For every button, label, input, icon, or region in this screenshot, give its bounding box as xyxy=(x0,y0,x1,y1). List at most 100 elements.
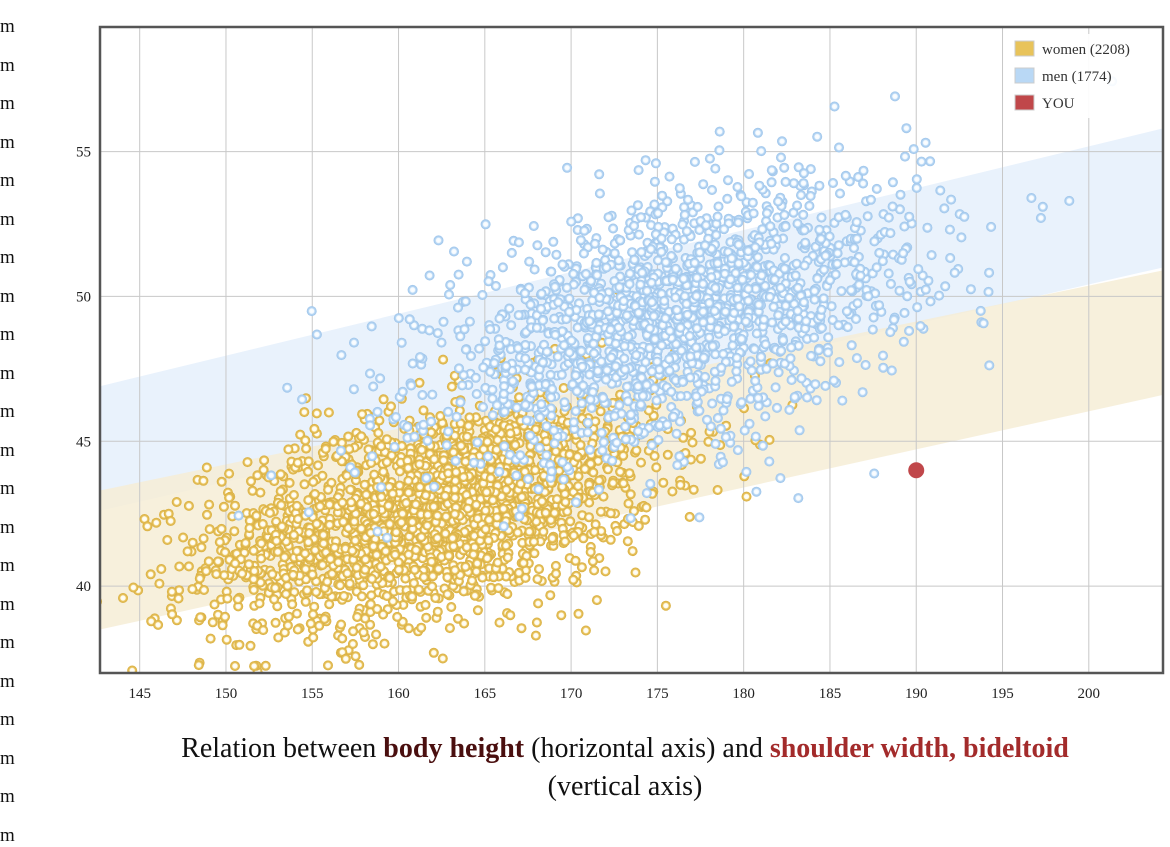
point-women xyxy=(494,617,505,628)
left-text-fragment: m xyxy=(0,555,15,576)
point-men xyxy=(633,165,644,176)
point-women xyxy=(300,596,311,607)
point-men xyxy=(860,360,871,370)
point-men xyxy=(635,399,646,410)
point-men xyxy=(561,282,572,293)
point-women xyxy=(336,619,347,630)
point-men xyxy=(520,364,531,375)
point-men xyxy=(741,466,752,477)
point-women xyxy=(651,462,662,473)
legend-item-women[interactable]: women (2208) xyxy=(1014,40,1130,58)
point-men xyxy=(913,264,924,275)
point-men xyxy=(885,228,896,239)
point-women xyxy=(350,651,361,662)
point-women xyxy=(358,580,369,591)
point-men xyxy=(940,281,951,292)
point-women xyxy=(368,541,379,552)
point-men xyxy=(603,306,613,317)
point-women xyxy=(219,570,230,581)
point-you[interactable] xyxy=(908,462,925,479)
point-men xyxy=(618,296,629,306)
caption-middle: (horizontal axis) and xyxy=(524,733,770,764)
point-men xyxy=(546,466,557,477)
point-women xyxy=(338,591,349,601)
point-men xyxy=(901,123,912,134)
point-women xyxy=(366,573,377,584)
point-men xyxy=(719,326,730,337)
point-women xyxy=(391,527,402,538)
point-women xyxy=(551,568,561,579)
point-men xyxy=(666,234,677,245)
point-men xyxy=(646,297,657,308)
point-men xyxy=(541,450,552,461)
point-women xyxy=(314,620,325,631)
point-men xyxy=(429,481,440,492)
point-men xyxy=(728,321,739,332)
point-men xyxy=(436,337,447,348)
point-men xyxy=(712,413,723,423)
point-women xyxy=(335,580,346,591)
point-men xyxy=(609,248,620,259)
point-men xyxy=(834,357,845,368)
point-men xyxy=(587,387,598,398)
point-men xyxy=(740,316,751,327)
point-men xyxy=(656,233,667,244)
point-women xyxy=(482,436,493,447)
point-women xyxy=(461,542,472,553)
point-men xyxy=(606,352,617,363)
point-men xyxy=(691,391,702,402)
point-men xyxy=(656,340,667,351)
point-men xyxy=(499,381,510,392)
point-women xyxy=(618,450,629,461)
point-men xyxy=(743,246,754,257)
x-tick-label: 185 xyxy=(819,686,842,702)
point-men xyxy=(916,156,927,167)
legend-item-men[interactable]: men (1774) xyxy=(1014,67,1112,85)
point-women xyxy=(309,489,320,499)
point-men xyxy=(770,382,781,393)
point-men xyxy=(823,332,834,343)
point-men xyxy=(642,285,652,296)
point-men xyxy=(758,314,769,325)
point-women xyxy=(288,569,299,580)
point-men xyxy=(597,244,608,255)
point-women xyxy=(469,590,480,601)
point-men xyxy=(568,268,579,279)
point-men xyxy=(733,217,744,228)
point-men xyxy=(712,258,723,269)
point-women xyxy=(501,540,511,551)
point-men xyxy=(760,411,771,422)
point-men xyxy=(700,371,710,382)
legend-item-you[interactable]: YOU xyxy=(1014,94,1075,112)
y-tick-label: 55 xyxy=(76,145,91,161)
point-women xyxy=(530,465,541,476)
point-men xyxy=(613,322,624,333)
point-women xyxy=(442,572,453,583)
point-women xyxy=(568,530,579,541)
point-women xyxy=(217,620,228,631)
left-text-fragment: m xyxy=(0,516,15,538)
point-women xyxy=(220,547,231,558)
point-men xyxy=(504,303,515,314)
point-men xyxy=(427,389,438,400)
point-men xyxy=(902,291,913,302)
point-men xyxy=(592,270,603,281)
point-men xyxy=(751,328,762,339)
legend-swatch-you xyxy=(1014,94,1035,111)
point-women xyxy=(258,625,269,636)
point-men xyxy=(494,466,505,477)
point-men xyxy=(754,180,765,191)
point-men xyxy=(798,297,809,308)
point-men xyxy=(336,350,347,361)
point-men xyxy=(540,247,551,258)
point-men xyxy=(745,356,756,367)
point-men xyxy=(615,235,626,246)
point-men xyxy=(792,200,803,211)
point-women xyxy=(443,468,454,479)
point-women xyxy=(491,444,502,455)
point-women xyxy=(413,584,424,595)
point-men xyxy=(576,346,587,357)
left-text-fragment: m xyxy=(0,670,15,692)
plot-frame xyxy=(98,25,1165,675)
point-women xyxy=(357,409,368,420)
